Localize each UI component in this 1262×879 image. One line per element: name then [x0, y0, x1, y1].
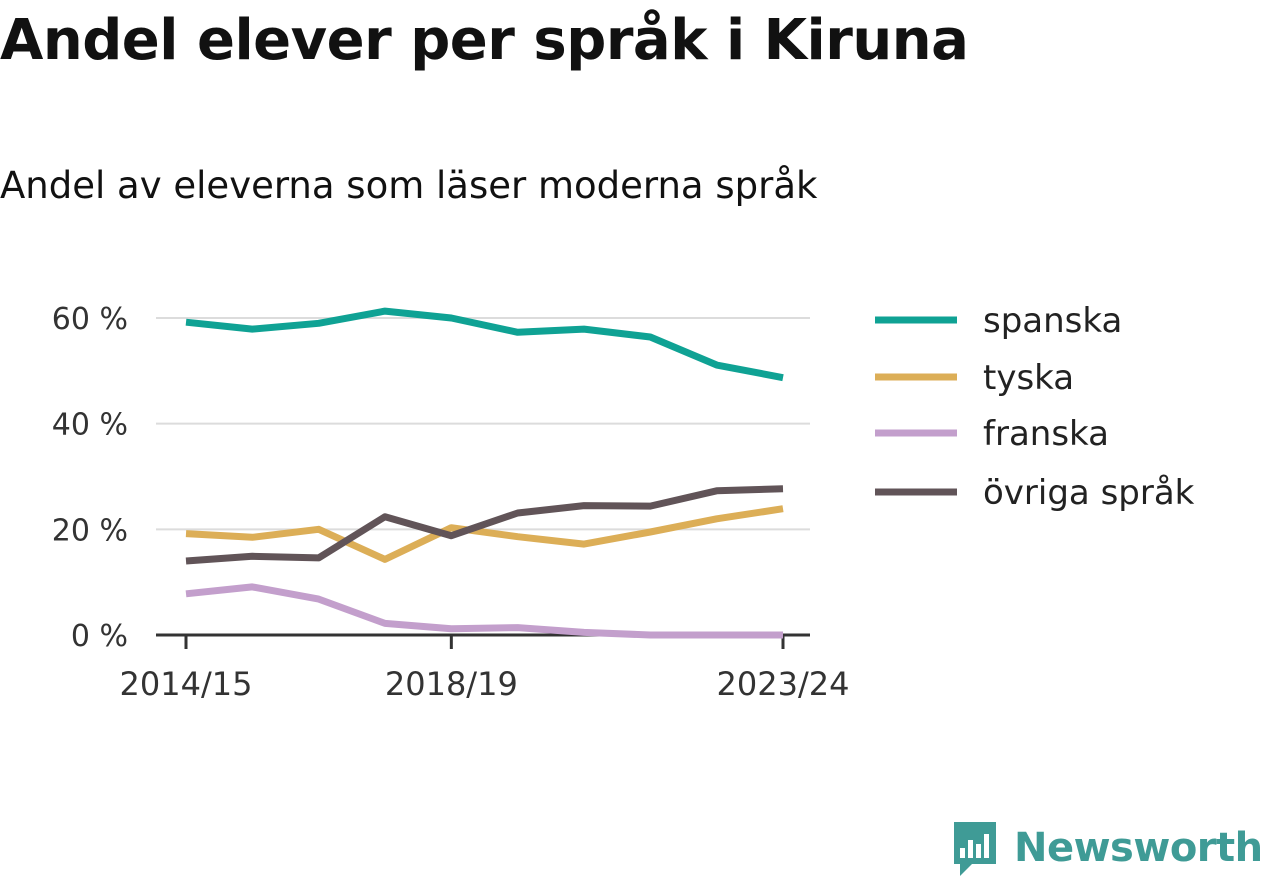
brand-name: Newsworthy [1014, 825, 1262, 871]
series-line-övriga-språk [185, 485, 784, 565]
bar-chart-speech-bubble-icon [954, 822, 996, 876]
y-tick-label: 40 % [52, 408, 128, 443]
y-tick-label: 20 % [52, 513, 128, 548]
legend-label: tyska [983, 358, 1074, 398]
legend-label: franska [983, 414, 1109, 454]
legend: spanska tyska franska övriga språk [875, 301, 1195, 513]
series-line-spanska [185, 307, 784, 382]
gridlines [156, 317, 810, 531]
y-axis-labels: 0 % 20 % 40 % 60 % [52, 302, 128, 654]
y-tick-label: 60 % [52, 302, 128, 337]
legend-label: spanska [983, 301, 1122, 341]
chart-subtitle: Andel av eleverna som läser moderna språ… [0, 164, 818, 207]
x-axis-labels: 2014/15 2018/19 2023/24 [120, 665, 850, 703]
series-line-franska [185, 583, 783, 639]
newsworthy-logo: Newsworthy [950, 818, 1262, 878]
chart-title: Andel elever per språk i Kiruna [0, 8, 969, 73]
x-tick-label: 2023/24 [717, 665, 850, 703]
x-tick-label: 2014/15 [120, 665, 253, 703]
series-lines [185, 307, 784, 639]
series-line-tyska [185, 505, 784, 563]
y-tick-label: 0 % [71, 619, 128, 654]
x-tick-label: 2018/19 [385, 665, 518, 703]
legend-label: övriga språk [983, 473, 1195, 513]
